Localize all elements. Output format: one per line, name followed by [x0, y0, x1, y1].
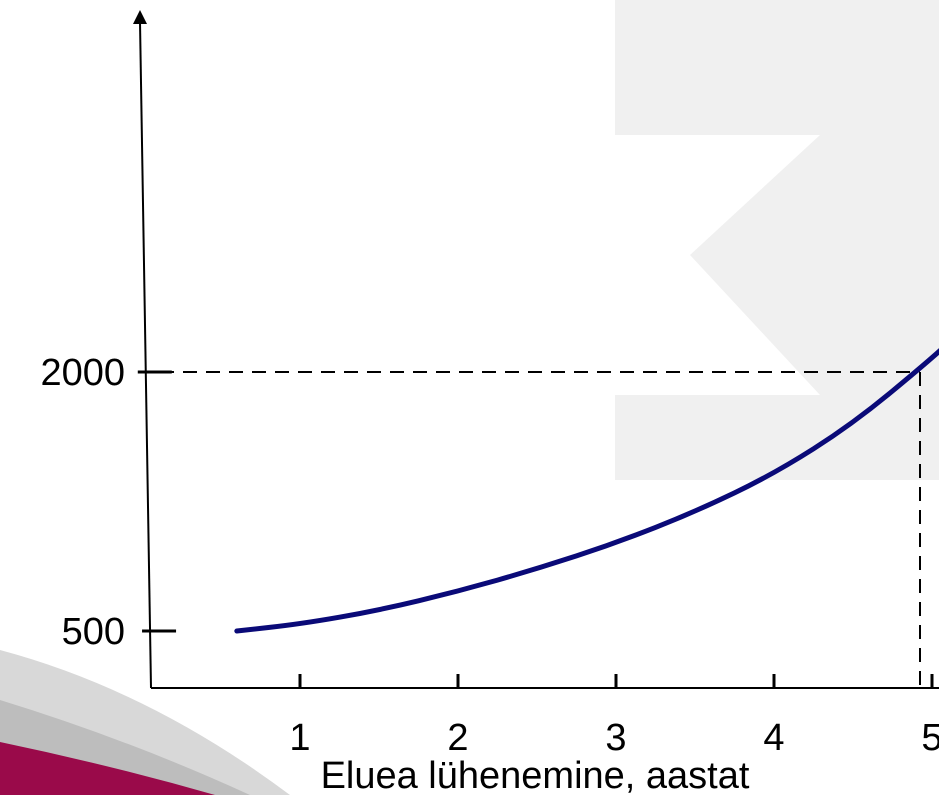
- x-tick-label: 3: [605, 717, 626, 759]
- y-axis: [139, 21, 152, 689]
- watermark-logo: [615, 0, 939, 480]
- series-line: [234, 348, 939, 634]
- x-tick-label: 4: [763, 717, 784, 759]
- x-tick-label: 5: [921, 717, 939, 759]
- y-tick-label: 2000: [40, 352, 125, 394]
- swoosh-accent: [0, 742, 215, 795]
- x-tick-label: 2: [447, 717, 468, 759]
- y-tick-label: 500: [62, 611, 125, 653]
- x-tick-label: 1: [289, 717, 310, 759]
- x-axis-label: Eluea lühenemine, aastat: [321, 755, 750, 795]
- y-axis-arrowhead: [133, 10, 147, 24]
